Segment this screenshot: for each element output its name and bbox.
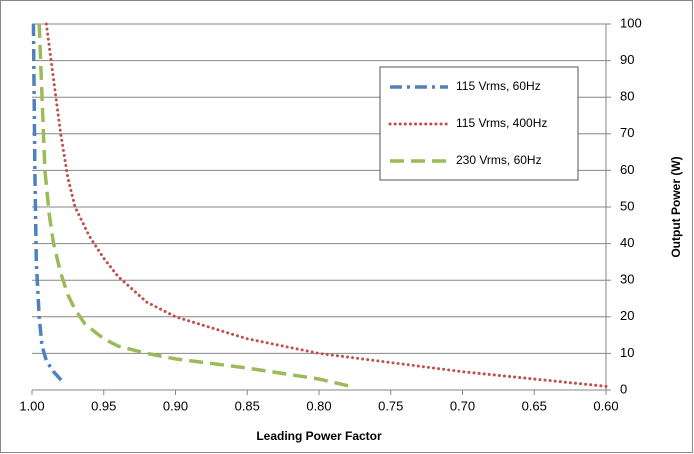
x-tick-label: 0.65 bbox=[522, 398, 547, 413]
legend-label: 230 Vrms, 60Hz bbox=[456, 153, 542, 167]
legend-label: 115 Vrms, 60Hz bbox=[456, 79, 541, 93]
x-tick-label: 0.75 bbox=[378, 398, 403, 413]
x-tick-label: 0.85 bbox=[235, 398, 260, 413]
y-tick-label: 60 bbox=[620, 162, 634, 177]
y-axis-title: Output Power (W) bbox=[669, 156, 683, 257]
y-tick-label: 30 bbox=[620, 272, 634, 287]
y-tick-label: 0 bbox=[620, 381, 627, 396]
x-tick-label: 0.95 bbox=[91, 398, 116, 413]
x-tick-label: 0.60 bbox=[593, 398, 618, 413]
y-tick-label: 100 bbox=[620, 15, 642, 30]
legend-label: 115 Vrms, 400Hz bbox=[456, 116, 547, 130]
y-tick-label: 70 bbox=[620, 125, 634, 140]
y-tick-label: 10 bbox=[620, 345, 634, 360]
x-tick-label: 0.90 bbox=[163, 398, 188, 413]
y-tick-label: 80 bbox=[620, 89, 634, 104]
series-line bbox=[31, 23, 65, 384]
x-tick-label: 0.70 bbox=[450, 398, 475, 413]
y-tick-label: 90 bbox=[620, 52, 634, 67]
series-line bbox=[37, 23, 351, 389]
x-tick-label: 1.00 bbox=[19, 398, 44, 413]
x-tick-label: 0.80 bbox=[306, 398, 331, 413]
y-tick-label: 50 bbox=[620, 198, 634, 213]
y-tick-label: 20 bbox=[620, 308, 634, 323]
series-line bbox=[44, 22, 608, 388]
y-tick-label: 40 bbox=[620, 235, 634, 250]
x-axis-title: Leading Power Factor bbox=[256, 429, 382, 443]
